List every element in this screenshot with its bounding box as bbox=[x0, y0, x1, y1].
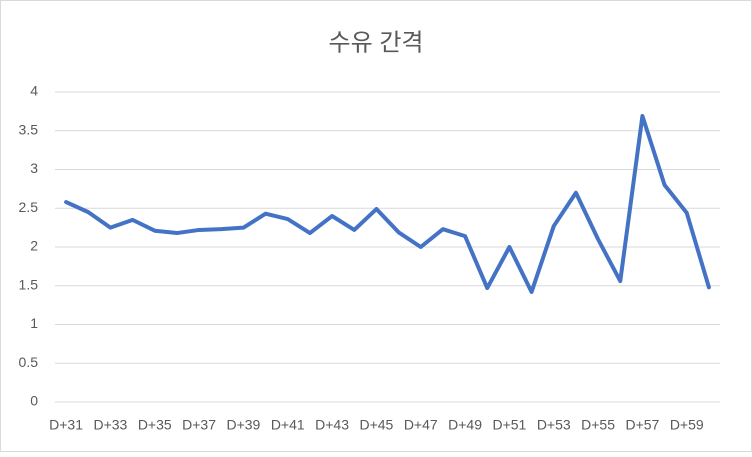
x-tick-label: D+35 bbox=[138, 417, 172, 433]
y-tick-label: 3.5 bbox=[19, 121, 39, 137]
y-tick-label: 2.5 bbox=[19, 199, 39, 215]
x-tick-label: D+51 bbox=[492, 417, 526, 433]
x-tick-label: D+47 bbox=[404, 417, 438, 433]
y-tick-label: 1 bbox=[30, 315, 38, 331]
y-tick-label: 4 bbox=[30, 83, 38, 99]
y-tick-label: 1.5 bbox=[19, 276, 39, 292]
line-series bbox=[64, 114, 711, 294]
x-tick-label: D+41 bbox=[271, 417, 305, 433]
x-tick-label: D+45 bbox=[359, 417, 393, 433]
x-tick-label: D+55 bbox=[581, 417, 615, 433]
y-tick-label: 0 bbox=[30, 393, 38, 409]
x-tick-label: D+31 bbox=[49, 417, 83, 433]
x-tick-label: D+57 bbox=[625, 417, 659, 433]
y-tick-label: 2 bbox=[30, 238, 38, 254]
x-tick-label: D+49 bbox=[448, 417, 482, 433]
x-tick-label: D+43 bbox=[315, 417, 349, 433]
y-tick-label: 0.5 bbox=[19, 354, 39, 370]
y-tick-label: 3 bbox=[30, 160, 38, 176]
x-tick-label: D+39 bbox=[226, 417, 260, 433]
chart-title: 수유 간격 bbox=[329, 29, 424, 56]
x-tick-label: D+33 bbox=[93, 417, 127, 433]
x-tick-label: D+37 bbox=[182, 417, 216, 433]
x-tick-label: D+53 bbox=[537, 417, 571, 433]
x-tick-label: D+59 bbox=[670, 417, 704, 433]
